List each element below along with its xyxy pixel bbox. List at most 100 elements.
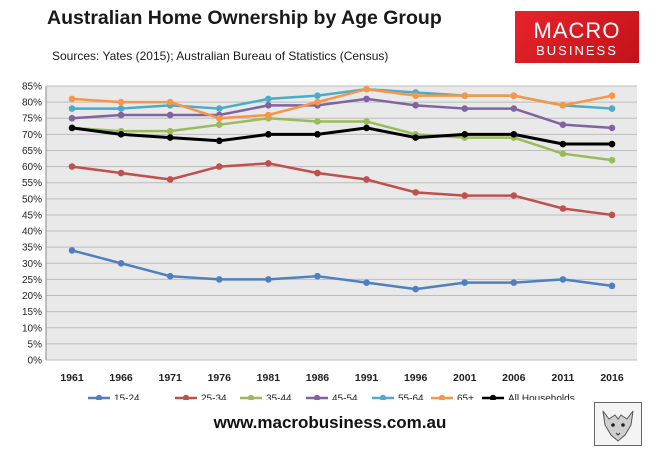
x-tick-label: 1981 — [257, 372, 281, 384]
y-tick-label: 35% — [22, 243, 42, 254]
y-tick-label: 65% — [22, 146, 42, 157]
wolf-mascot-icon — [594, 402, 642, 446]
data-point — [559, 140, 567, 148]
legend-swatch-dot — [247, 394, 255, 400]
data-point — [314, 272, 321, 280]
data-point — [559, 102, 567, 109]
macrobusiness-logo: MACRO BUSINESS — [515, 11, 639, 63]
data-point — [510, 105, 518, 112]
data-point — [117, 111, 125, 119]
data-point — [68, 163, 76, 170]
data-point — [166, 98, 174, 106]
legend-item-55-64: 55-64 — [372, 394, 424, 400]
legend-swatch-dot — [489, 394, 497, 400]
series-65- — [68, 85, 616, 122]
data-point — [559, 121, 567, 128]
x-tick-label: 2016 — [600, 372, 624, 384]
data-point — [215, 163, 223, 170]
legend-label: 35-44 — [266, 394, 292, 401]
data-point — [412, 92, 419, 99]
data-point — [559, 205, 567, 212]
data-point — [215, 114, 223, 122]
line-chart: 0% 5% 10% 15% 20% 25% 30% 35% 40% 45% 50% 55% 60% 65%… — [22, 82, 637, 401]
legend-item-35-44: 35-44 — [240, 394, 292, 401]
data-point — [363, 118, 370, 125]
data-point — [412, 134, 419, 141]
x-tick-label: 1991 — [355, 372, 379, 384]
data-point — [117, 259, 125, 267]
series-25-34 — [68, 160, 616, 219]
x-tick-label: 1971 — [159, 372, 183, 384]
legend-item-15-24: 15-24 — [88, 394, 140, 400]
legend-swatch-dot — [313, 394, 321, 400]
x-tick-label: 2006 — [502, 372, 526, 384]
data-point — [314, 131, 321, 138]
y-tick-label: 80% — [22, 98, 42, 109]
data-point — [608, 156, 616, 164]
x-tick-label: 2011 — [552, 372, 575, 384]
data-point — [461, 279, 469, 286]
data-point — [363, 124, 370, 132]
series-line — [71, 162, 613, 217]
data-point — [265, 131, 272, 138]
data-point — [314, 118, 321, 125]
data-point — [265, 102, 272, 109]
data-point — [68, 105, 76, 112]
data-point — [68, 124, 76, 132]
data-point — [559, 150, 567, 157]
y-tick-label: 15% — [22, 307, 42, 318]
x-tick-label: 1976 — [208, 372, 232, 384]
y-tick-label: 20% — [22, 291, 42, 302]
chart-subtitle: Sources: Yates (2015); Australian Bureau… — [52, 49, 389, 63]
data-point — [215, 121, 223, 128]
data-point — [559, 276, 567, 283]
footer-url[interactable]: www.macrobusiness.com.au — [213, 413, 447, 432]
data-point — [461, 131, 469, 138]
plot-area — [46, 86, 637, 360]
legend-swatch-dot — [438, 394, 446, 400]
data-point — [265, 160, 272, 167]
data-point — [510, 92, 518, 99]
legend-swatch-dot — [379, 394, 387, 400]
x-tick-label: 1966 — [109, 372, 133, 384]
chart-title: Australian Home Ownership by Age Group — [47, 7, 442, 29]
legend-label: All Households — [508, 394, 575, 401]
y-tick-label: 30% — [22, 259, 42, 270]
series-line — [71, 249, 613, 291]
series-line — [71, 87, 613, 120]
x-tick-label: 1961 — [60, 372, 84, 384]
data-point — [265, 276, 272, 283]
y-tick-label: 25% — [22, 275, 42, 286]
data-point — [461, 192, 469, 199]
x-tick-label: 2001 — [453, 372, 477, 384]
data-point — [117, 105, 125, 112]
data-point — [363, 279, 370, 286]
legend-label: 65+ — [457, 394, 474, 401]
data-point — [117, 98, 125, 106]
legend-swatch-dot — [182, 394, 190, 400]
data-point — [166, 127, 174, 135]
data-point — [117, 169, 125, 177]
y-tick-label: 10% — [22, 323, 42, 334]
data-point — [68, 247, 76, 254]
legend-label: 45-54 — [332, 394, 358, 401]
legend-item-65-: 65+ — [431, 394, 474, 401]
x-tick-label: 1986 — [306, 372, 330, 384]
data-point — [608, 211, 616, 219]
data-point — [215, 105, 223, 112]
legend-item-25-34: 25-34 — [175, 394, 227, 400]
y-tick-label: 40% — [22, 227, 42, 238]
legend-swatch-dot — [95, 394, 103, 400]
data-point — [363, 85, 370, 93]
data-point — [412, 189, 419, 196]
series-line — [71, 126, 612, 146]
data-point — [68, 114, 76, 122]
legend-item-45-54: 45-54 — [306, 394, 358, 401]
data-point — [265, 95, 272, 103]
data-point — [215, 137, 223, 145]
data-point — [510, 131, 518, 138]
data-point — [265, 111, 272, 119]
series-15-24 — [68, 247, 616, 293]
data-point — [608, 92, 616, 99]
logo-text-business: BUSINESS — [536, 43, 618, 58]
